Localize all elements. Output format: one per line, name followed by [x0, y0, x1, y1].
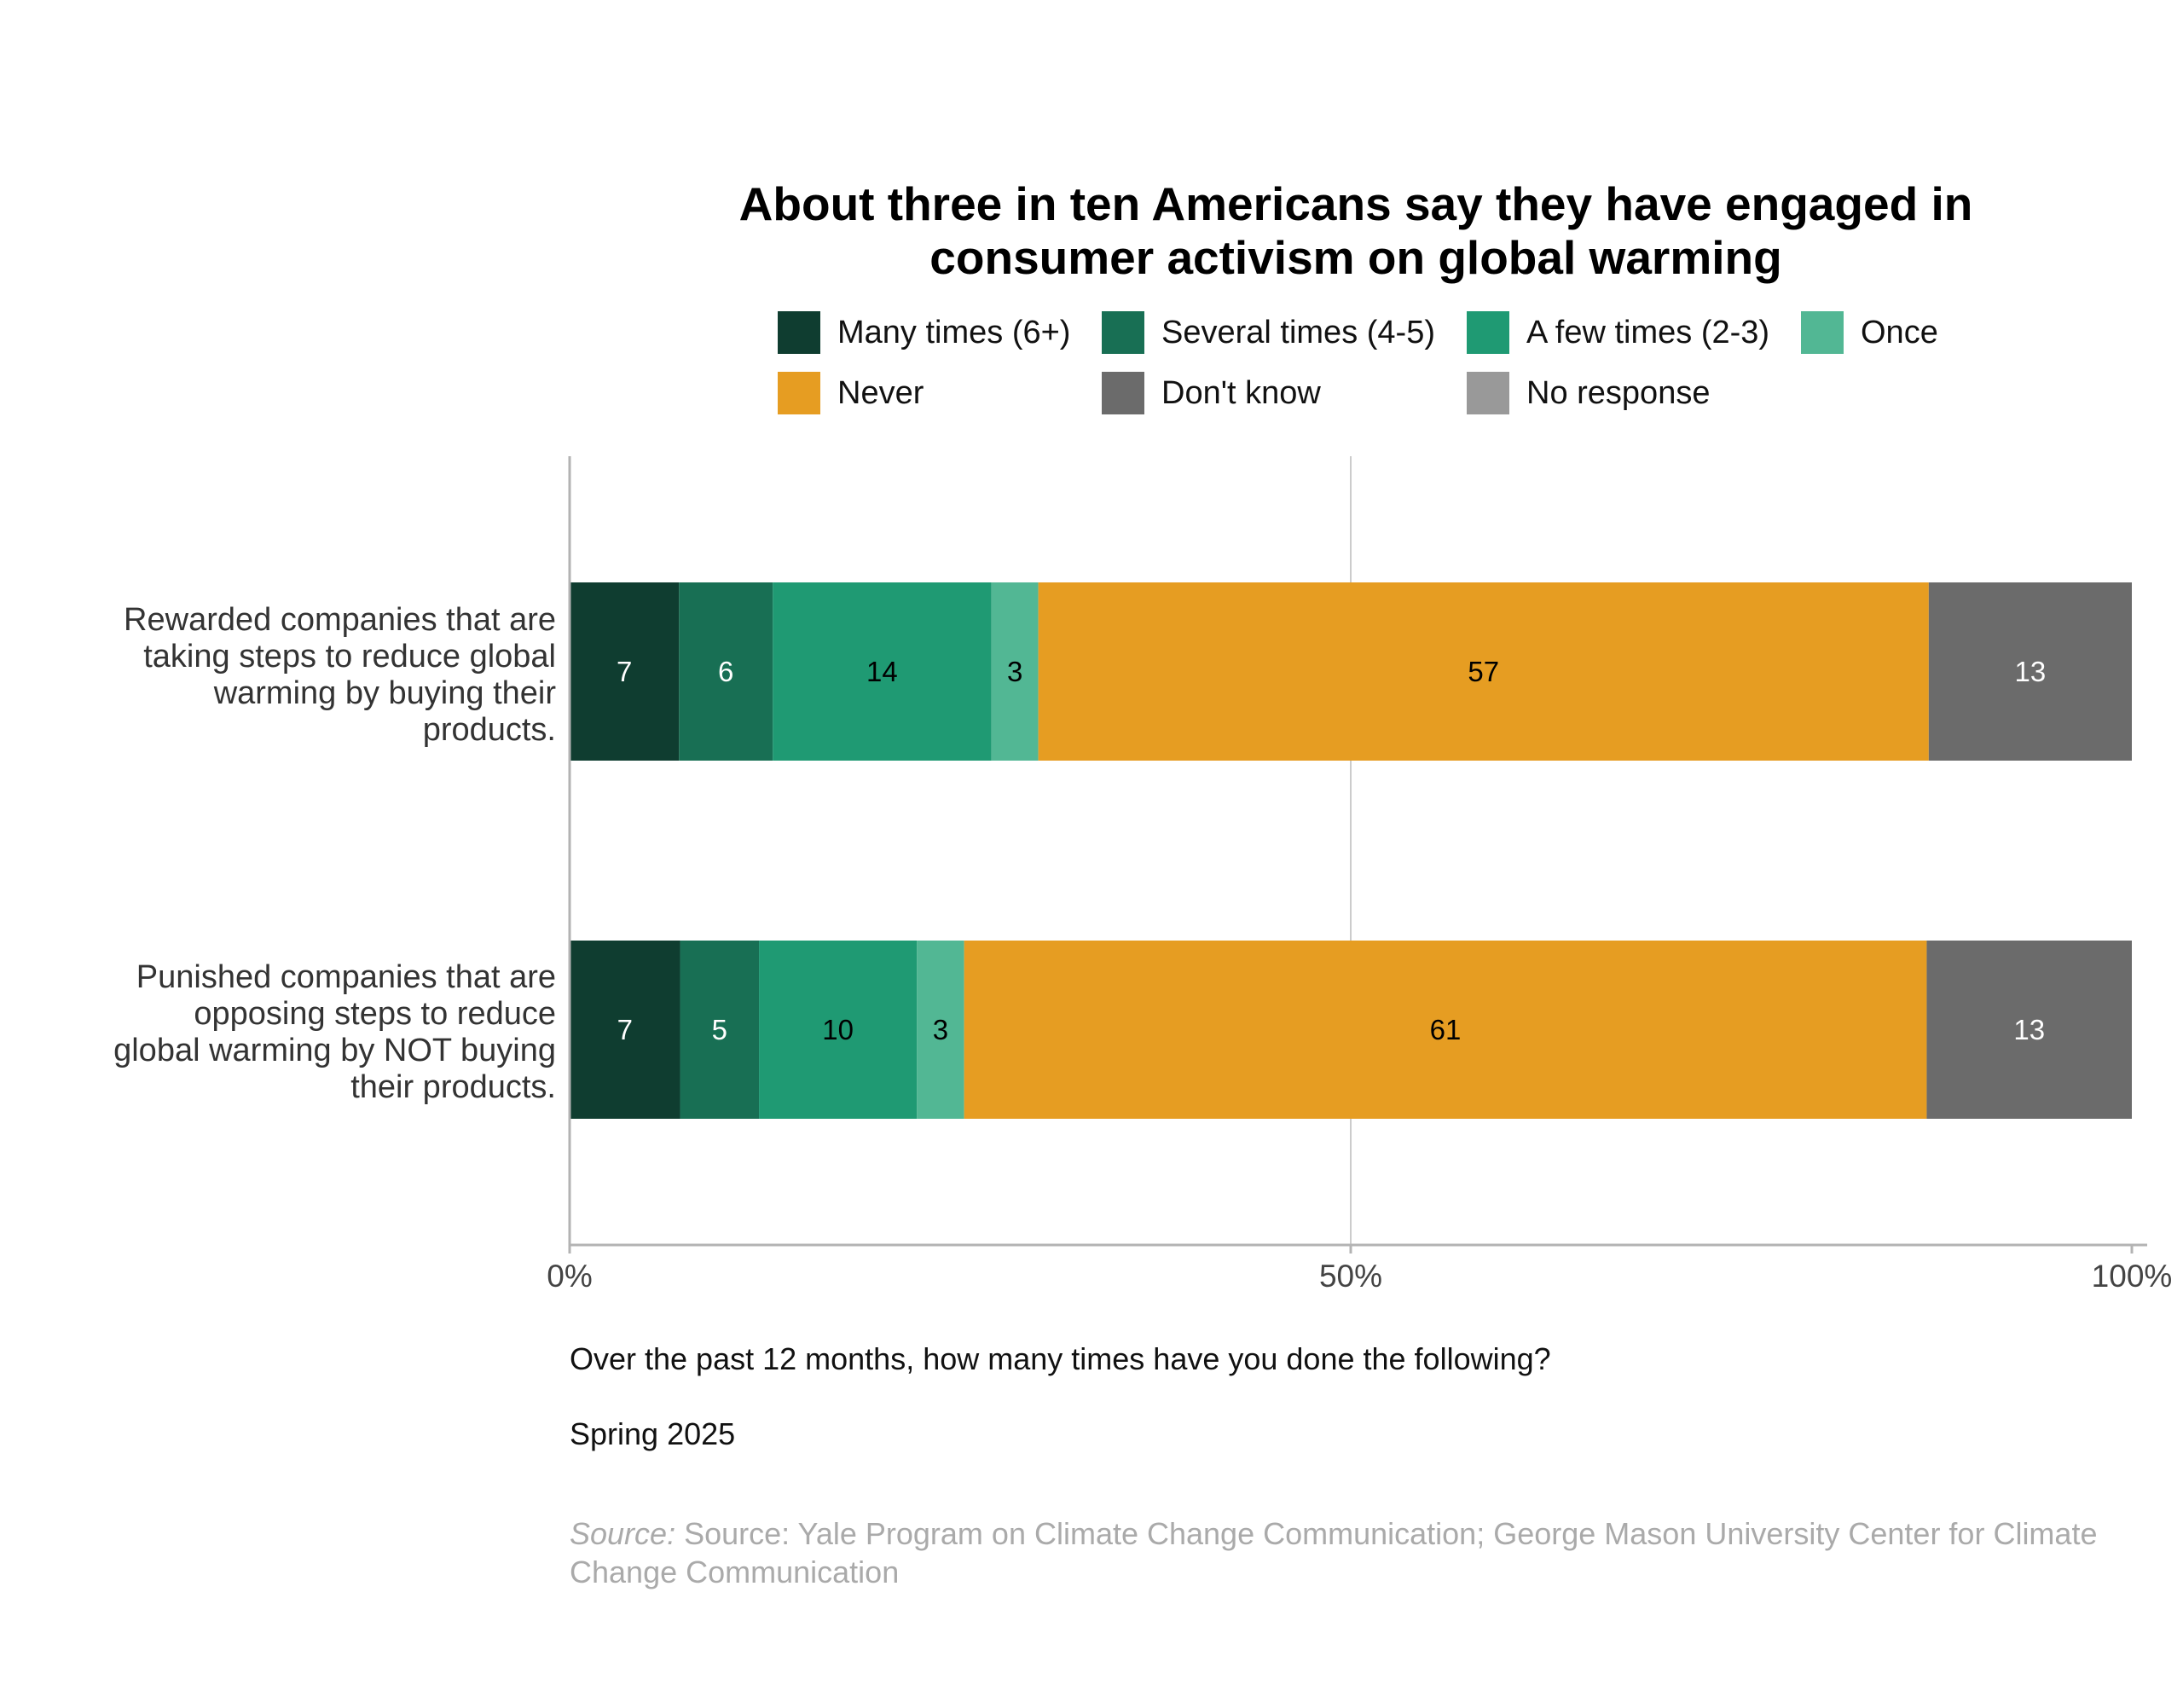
x-tick-label-0: 0% — [547, 1259, 593, 1294]
x-tick-label-50: 50% — [1318, 1259, 1383, 1294]
legend-label: No response — [1526, 374, 1711, 411]
legend-label: Several times (4-5) — [1161, 314, 1435, 350]
legend-swatch — [1102, 311, 1144, 354]
data-label: 57 — [1468, 656, 1499, 687]
survey-question: Over the past 12 months, how many times … — [570, 1341, 1551, 1376]
data-label: 10 — [822, 1014, 854, 1045]
source-note: Source: Source: Yale Program on Climate … — [570, 1514, 2105, 1591]
data-label: 7 — [617, 656, 632, 687]
legend-label: Once — [1861, 314, 1938, 350]
category-label-line: global warming by NOT buying — [113, 1033, 556, 1068]
legend-swatch — [1801, 311, 1844, 354]
bar-segment — [991, 582, 1039, 761]
data-label: 14 — [866, 656, 898, 687]
legend-label: Many times (6+) — [837, 314, 1071, 350]
data-label: 13 — [2015, 656, 2047, 687]
bar-segment — [1928, 582, 2132, 761]
bar-segment — [964, 941, 1927, 1119]
bar-segment — [570, 582, 680, 761]
legend-item: No response — [1467, 371, 1710, 415]
legend-label: A few times (2-3) — [1526, 314, 1770, 350]
survey-wave: Spring 2025 — [570, 1416, 736, 1451]
legend-label: Don't know — [1161, 374, 1321, 411]
bar-segment — [759, 941, 918, 1119]
category-label-line: taking steps to reduce global — [143, 639, 556, 675]
source-text: Source: Yale Program on Climate Change C… — [570, 1516, 2098, 1589]
bar-segment — [773, 582, 992, 761]
category-label-line: opposing steps to reduce — [194, 996, 556, 1032]
bar-segment — [1926, 941, 2132, 1119]
data-label: 6 — [718, 656, 733, 687]
data-label: 7 — [617, 1014, 633, 1045]
legend-swatch — [778, 311, 820, 354]
bar-segment — [679, 582, 773, 761]
legend-item: Don't know — [1102, 371, 1321, 415]
category-label-punished: Punished companies that are opposing ste… — [10, 959, 556, 1106]
data-label: 5 — [712, 1014, 727, 1045]
bar-segment — [1038, 582, 1929, 761]
category-label-line: Punished companies that are — [136, 959, 556, 995]
legend-item: Many times (6+) — [778, 310, 1070, 355]
data-label: 13 — [2013, 1014, 2045, 1045]
legend-swatch — [1102, 372, 1144, 414]
legend-item: Never — [778, 371, 924, 415]
legend-item: Several times (4-5) — [1102, 310, 1435, 355]
source-prefix: Source: — [570, 1516, 676, 1551]
x-tick-label-100: 100% — [2091, 1259, 2173, 1294]
chart-title: About three in ten Americans say they ha… — [614, 177, 2098, 285]
legend-swatch — [778, 372, 820, 414]
category-label-line: warming by buying their — [213, 675, 556, 711]
category-label-line: their products. — [350, 1069, 556, 1105]
data-label: 3 — [1007, 656, 1022, 687]
bar-segment — [680, 941, 760, 1119]
category-label-line: products. — [422, 712, 556, 748]
category-label-line: Rewarded companies that are — [124, 602, 556, 638]
data-label: 3 — [933, 1014, 948, 1045]
bar-segment — [570, 941, 680, 1119]
chart-title-line-1: About three in ten Americans say they ha… — [738, 177, 1973, 230]
legend-label: Never — [837, 374, 924, 411]
legend-swatch — [1467, 311, 1509, 354]
legend-item: Once — [1801, 310, 1938, 355]
data-label: 61 — [1430, 1014, 1462, 1045]
chart-title-line-2: consumer activism on global warming — [929, 231, 1782, 284]
category-label-rewarded: Rewarded companies that are taking steps… — [10, 602, 556, 749]
bar-segment — [917, 941, 964, 1119]
legend-swatch — [1467, 372, 1509, 414]
legend-item: A few times (2-3) — [1467, 310, 1769, 355]
